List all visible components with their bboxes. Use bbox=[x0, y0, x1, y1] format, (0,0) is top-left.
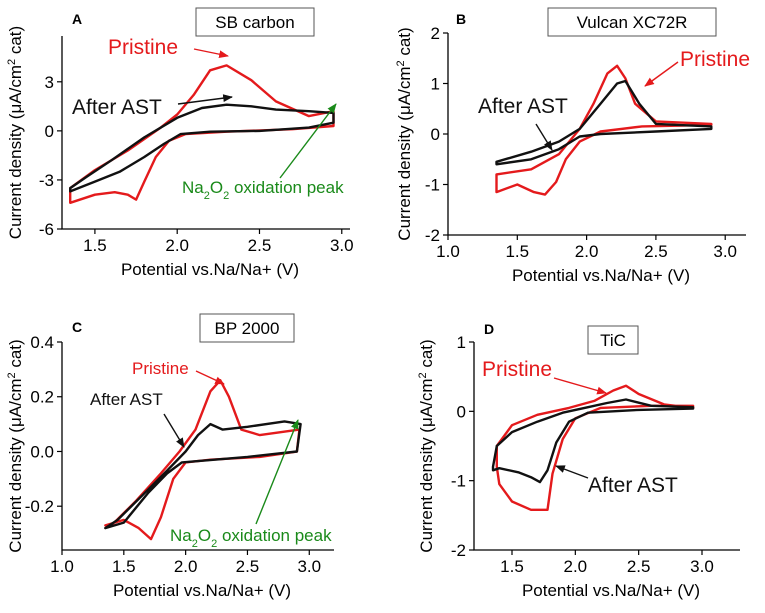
na2o2-peak-arrow bbox=[255, 419, 299, 525]
series-after-curve bbox=[69, 103, 335, 193]
x-tick-label: 1.5 bbox=[112, 557, 136, 576]
y-tick-label: -2 bbox=[451, 541, 466, 560]
title-box bbox=[195, 7, 315, 37]
x-tick-label: 3.0 bbox=[330, 236, 354, 255]
na2o2-peak-arrow bbox=[279, 103, 337, 179]
y-axis-label: Current density (μA/cm2 cat) bbox=[6, 26, 25, 239]
x-tick-label: 2.5 bbox=[627, 557, 651, 576]
after-ast-arrow bbox=[535, 123, 553, 151]
y-tick-label: -1 bbox=[425, 176, 440, 195]
x-tick-label: 2.0 bbox=[174, 557, 198, 576]
y-tick-label: 0 bbox=[457, 402, 466, 421]
x-tick-label: 1.0 bbox=[436, 242, 460, 261]
x-axis-label: Potential vs.Na/Na+ (V) bbox=[121, 260, 299, 279]
y-tick-label: 2 bbox=[431, 24, 440, 43]
y-tick-label: -2 bbox=[425, 226, 440, 245]
after-ast-arrow bbox=[163, 413, 185, 448]
pristine-arrow bbox=[193, 48, 229, 59]
pristine-label: Pristine bbox=[680, 48, 750, 71]
y-tick-label: -0.2 bbox=[25, 497, 54, 516]
title-box bbox=[199, 313, 295, 343]
panel-letter: B bbox=[456, 11, 466, 27]
panel-letter: C bbox=[72, 319, 82, 335]
x-axis-label: Potential vs.Na/Na+ (V) bbox=[113, 581, 291, 600]
y-tick-label: 0 bbox=[431, 125, 440, 144]
x-tick-label: 3.0 bbox=[297, 557, 321, 576]
na2o2-peak-label: Na2O2 oxidation peak bbox=[182, 178, 344, 202]
pristine-label: Pristine bbox=[482, 358, 552, 381]
panel-letter: D bbox=[484, 321, 494, 337]
y-tick-label: 0.2 bbox=[30, 388, 54, 407]
x-tick-label: 1.5 bbox=[505, 242, 529, 261]
x-tick-label: 2.5 bbox=[248, 236, 272, 255]
panel-d: 1.5 2.0 2.5 3.0 -2 -1 0 1 Potential vs.Na/Na+ (V… bbox=[417, 321, 740, 600]
pristine-arrow bbox=[644, 61, 679, 87]
pristine-label: Pristine bbox=[108, 36, 178, 59]
series-after-curve bbox=[104, 420, 302, 530]
after-ast-arrow bbox=[177, 94, 233, 105]
title-box bbox=[587, 325, 639, 355]
after-ast-label: After AST bbox=[478, 95, 568, 118]
panel-title: TiC bbox=[600, 331, 626, 350]
y-tick-label: 3 bbox=[45, 73, 54, 92]
title-box bbox=[547, 7, 717, 37]
pristine-arrow bbox=[195, 370, 225, 385]
series-pristine-curve bbox=[104, 379, 301, 541]
y-tick-label: 1 bbox=[431, 75, 440, 94]
y-tick-label: 0.0 bbox=[30, 442, 54, 461]
y-axis-label: Current density (μA/cm2 cat) bbox=[417, 339, 436, 552]
panel-letter: A bbox=[72, 11, 82, 27]
x-tick-label: 3.0 bbox=[690, 557, 714, 576]
pristine-label: Pristine bbox=[132, 359, 189, 378]
y-axis-label: Current density (μA/cm2 cat) bbox=[6, 339, 25, 552]
x-tick-label: 3.0 bbox=[713, 242, 737, 261]
pristine-arrow bbox=[553, 377, 607, 395]
annotations: Pristine After AST Na2O2 oxidation peak Pri… bbox=[72, 36, 750, 550]
x-axis-label: Potential vs.Na/Na+ (V) bbox=[522, 581, 700, 600]
y-tick-label: -3 bbox=[39, 171, 54, 190]
x-axis-label: Potential vs.Na/Na+ (V) bbox=[512, 266, 690, 285]
x-tick-label: 2.5 bbox=[236, 557, 260, 576]
panel-title: BP 2000 bbox=[215, 319, 280, 338]
panel-b: 1.0 1.5 2.0 2.5 3.0 -2 -1 0 1 2 Potential vs.Na/Na… bbox=[395, 7, 746, 285]
panel-title: SB carbon bbox=[215, 13, 294, 32]
y-tick-label: -6 bbox=[39, 220, 54, 239]
x-tick-label: 2.0 bbox=[575, 242, 599, 261]
na2o2-peak-label: Na2O2 oxidation peak bbox=[170, 526, 332, 550]
x-tick-label: 2.0 bbox=[564, 557, 588, 576]
y-tick-label: 1 bbox=[457, 333, 466, 352]
y-tick-label: 0.4 bbox=[30, 333, 54, 352]
panel-c: 1.0 1.5 2.0 2.5 3.0 -0.2 0.0 0.2 0.4 Potential vs… bbox=[6, 313, 334, 600]
after-ast-arrow bbox=[555, 465, 589, 479]
x-tick-label: 2.0 bbox=[165, 236, 189, 255]
y-axis-label: Current density (μA/cm2 cat) bbox=[395, 27, 414, 240]
panel-title: Vulcan XC72R bbox=[577, 13, 688, 32]
x-tick-label: 2.5 bbox=[644, 242, 668, 261]
after-ast-label: After AST bbox=[72, 96, 162, 119]
x-tick-label: 1.5 bbox=[500, 557, 524, 576]
x-tick-label: 1.0 bbox=[50, 557, 74, 576]
y-tick-label: 0 bbox=[45, 122, 54, 141]
axes-frame bbox=[61, 342, 334, 551]
x-tick-label: 1.5 bbox=[83, 236, 107, 255]
panel-a: 1.5 2.0 2.5 3.0 -6 -3 0 3 Potential vs.Na/Na+ (V… bbox=[6, 7, 354, 279]
series-after-curve bbox=[491, 398, 695, 484]
after-ast-label: After AST bbox=[588, 474, 678, 497]
after-ast-label: After AST bbox=[90, 390, 163, 409]
y-tick-label: -1 bbox=[451, 472, 466, 491]
series-after-curve bbox=[495, 79, 713, 166]
